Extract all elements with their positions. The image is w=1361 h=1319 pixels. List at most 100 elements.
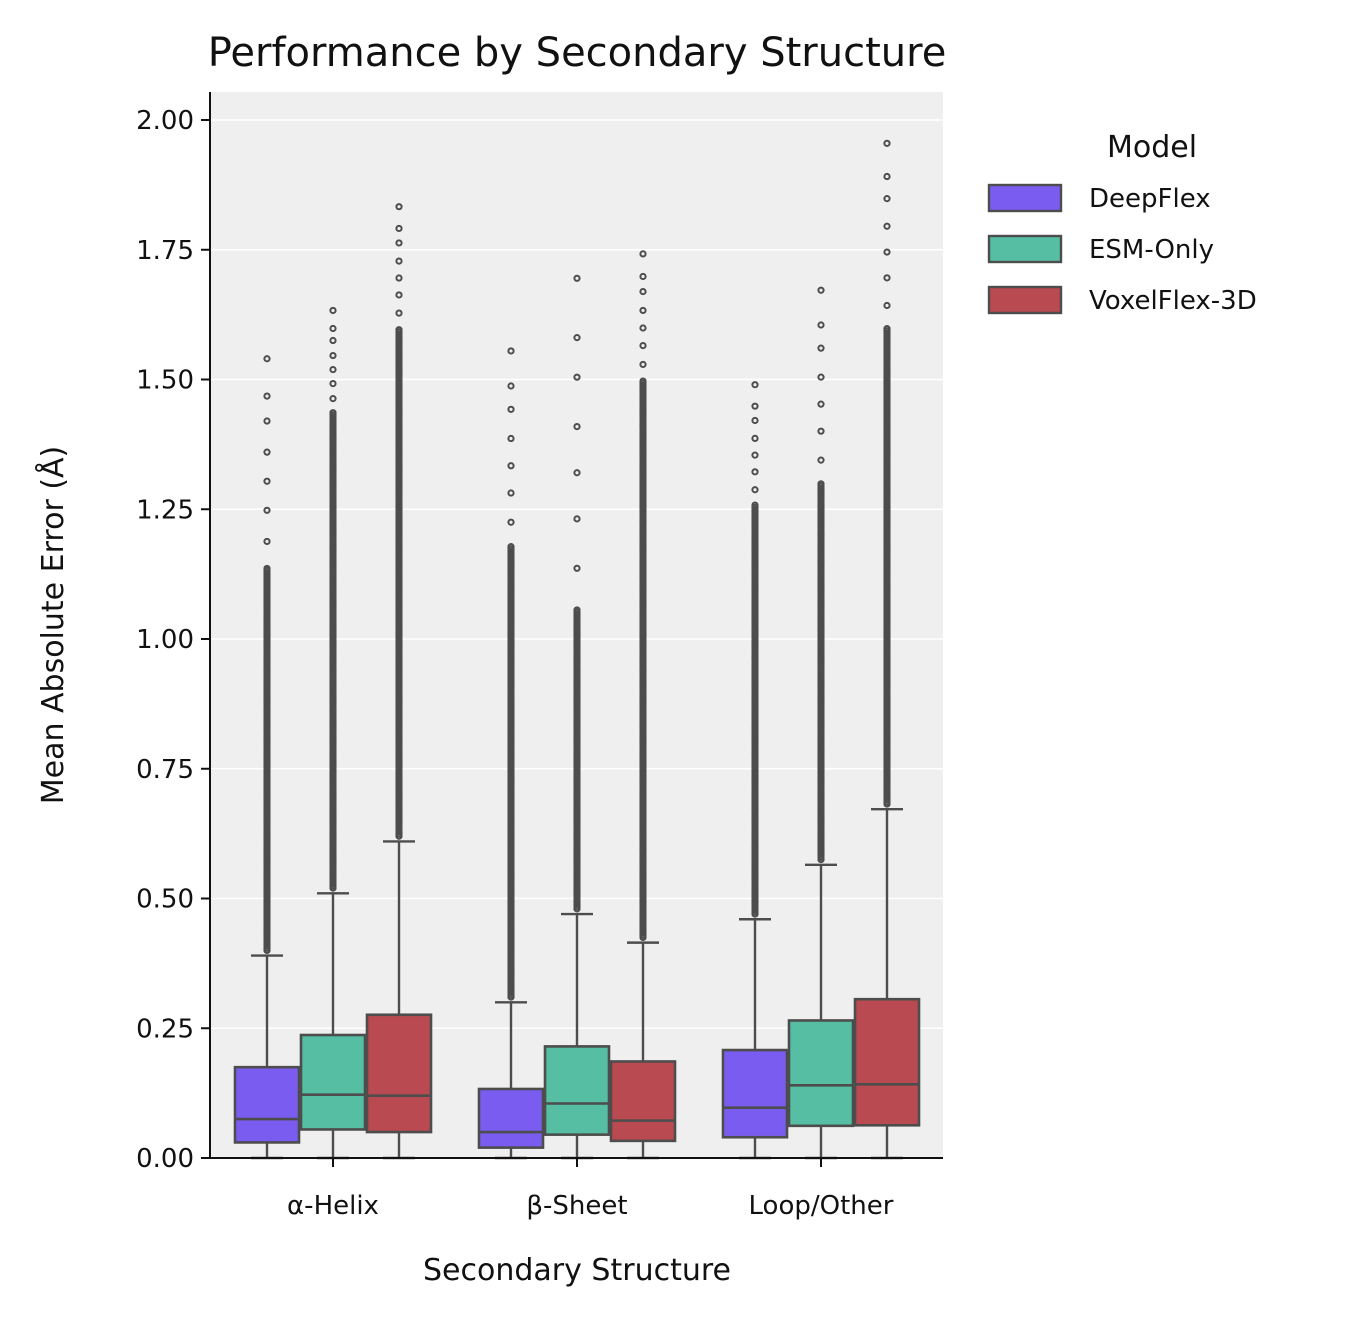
outlier-point	[263, 392, 271, 400]
legend-swatch	[987, 285, 1063, 315]
box-VoxelFlex-3D-Loop/Other	[853, 139, 921, 1160]
outlier-point	[817, 321, 825, 329]
y-tick-label: 1.50	[136, 366, 194, 396]
box-DeepFlex-Loop/Other	[721, 381, 789, 1160]
outlier-point	[573, 274, 581, 282]
outlier-point	[263, 537, 271, 546]
iqr-box	[853, 997, 921, 1127]
outlier-point	[573, 373, 581, 381]
outlier-point	[507, 405, 515, 413]
outlier-point	[883, 195, 891, 203]
y-tick-label: 1.00	[136, 625, 194, 655]
y-tick-label: 0.75	[136, 755, 194, 785]
iqr-box	[477, 1087, 545, 1149]
outlier-point	[507, 347, 515, 355]
y-axis-ticks: 0.00 0.25 0.50 0.75 1.00 1.25 1.50 1.75 2.00	[136, 106, 210, 1174]
box-ESM-Only-α-Helix	[299, 306, 367, 1160]
outlier-point	[507, 543, 515, 551]
outlier-point	[329, 306, 337, 315]
outlier-point	[395, 224, 403, 233]
box-ESM-Only-β-Sheet	[543, 274, 611, 1160]
outlier-point	[329, 324, 337, 333]
outlier-point	[263, 417, 271, 425]
outlier-point	[817, 427, 825, 435]
legend-label: VoxelFlex-3D	[1089, 286, 1257, 316]
y-tick-label: 2.00	[136, 106, 194, 136]
outlier-point	[817, 344, 825, 352]
box-DeepFlex-β-Sheet	[477, 347, 545, 1160]
outlier-point	[883, 222, 891, 230]
outlier-point	[751, 402, 759, 410]
box-DeepFlex-α-Helix	[233, 355, 301, 1160]
outlier-point	[817, 456, 825, 464]
iqr-box	[543, 1045, 611, 1136]
outlier-point	[329, 409, 337, 417]
outlier-point	[639, 324, 647, 332]
outlier-point	[329, 379, 337, 388]
outlier-point	[751, 486, 759, 494]
outlier-point	[395, 203, 403, 211]
y-tick-label: 0.00	[136, 1144, 194, 1174]
outlier-point	[395, 291, 403, 299]
outlier-point	[263, 506, 271, 514]
legend-title: Model	[1107, 130, 1197, 165]
y-axis-label: Mean Absolute Error (Å)	[35, 446, 71, 805]
outlier-point	[639, 360, 647, 369]
box-plots	[233, 139, 921, 1160]
x-tick-label: α-Helix	[287, 1191, 379, 1221]
outlier-point	[573, 469, 581, 477]
outlier-point	[639, 306, 647, 315]
legend-swatch	[987, 234, 1063, 264]
outlier-point	[329, 351, 337, 360]
outlier-point	[817, 400, 825, 408]
outlier-point	[263, 564, 271, 573]
outlier-point	[507, 382, 515, 390]
outlier-point	[817, 373, 825, 381]
box-VoxelFlex-3D-β-Sheet	[609, 250, 677, 1160]
outlier-point	[395, 257, 403, 265]
outlier-point	[507, 518, 515, 526]
outlier-point	[263, 448, 271, 456]
y-tick-label: 1.75	[136, 236, 194, 266]
outlier-point	[263, 355, 271, 363]
iqr-box	[365, 1013, 433, 1134]
outlier-point	[817, 286, 825, 294]
iqr-box	[299, 1033, 367, 1131]
iqr-box	[233, 1065, 301, 1144]
outlier-point	[395, 326, 403, 334]
y-tick-label: 0.50	[136, 885, 194, 915]
x-tick-label: β-Sheet	[526, 1191, 627, 1221]
outlier-point	[751, 416, 759, 425]
outlier-point	[639, 377, 647, 385]
outlier-point	[751, 501, 759, 509]
y-tick-label: 0.25	[136, 1014, 194, 1044]
outlier-point	[263, 477, 271, 485]
box-ESM-Only-Loop/Other	[787, 286, 855, 1160]
outlier-point	[507, 462, 515, 470]
outlier-point	[329, 395, 337, 403]
outlier-point	[883, 274, 891, 282]
outlier-point	[395, 239, 403, 247]
outlier-point	[883, 325, 891, 333]
outlier-point	[883, 248, 891, 256]
outlier-point	[329, 365, 337, 374]
x-tick-label: Loop/Other	[749, 1191, 894, 1221]
legend-label: ESM-Only	[1089, 235, 1214, 265]
outlier-point	[639, 287, 647, 296]
outlier-point	[883, 172, 891, 181]
outlier-point	[573, 564, 581, 572]
outlier-point	[639, 341, 647, 350]
legend-label: DeepFlex	[1089, 184, 1211, 214]
outlier-point	[573, 422, 581, 431]
iqr-box	[721, 1048, 789, 1139]
outlier-point	[883, 139, 891, 147]
chart-title: Performance by Secondary Structure	[208, 30, 947, 76]
outlier-point	[573, 334, 581, 342]
outlier-point	[817, 480, 825, 488]
outlier-point	[507, 434, 515, 443]
legend-swatch	[987, 183, 1063, 213]
iqr-box	[787, 1019, 855, 1128]
outlier-point	[883, 301, 891, 310]
y-tick-label: 1.25	[136, 495, 194, 525]
